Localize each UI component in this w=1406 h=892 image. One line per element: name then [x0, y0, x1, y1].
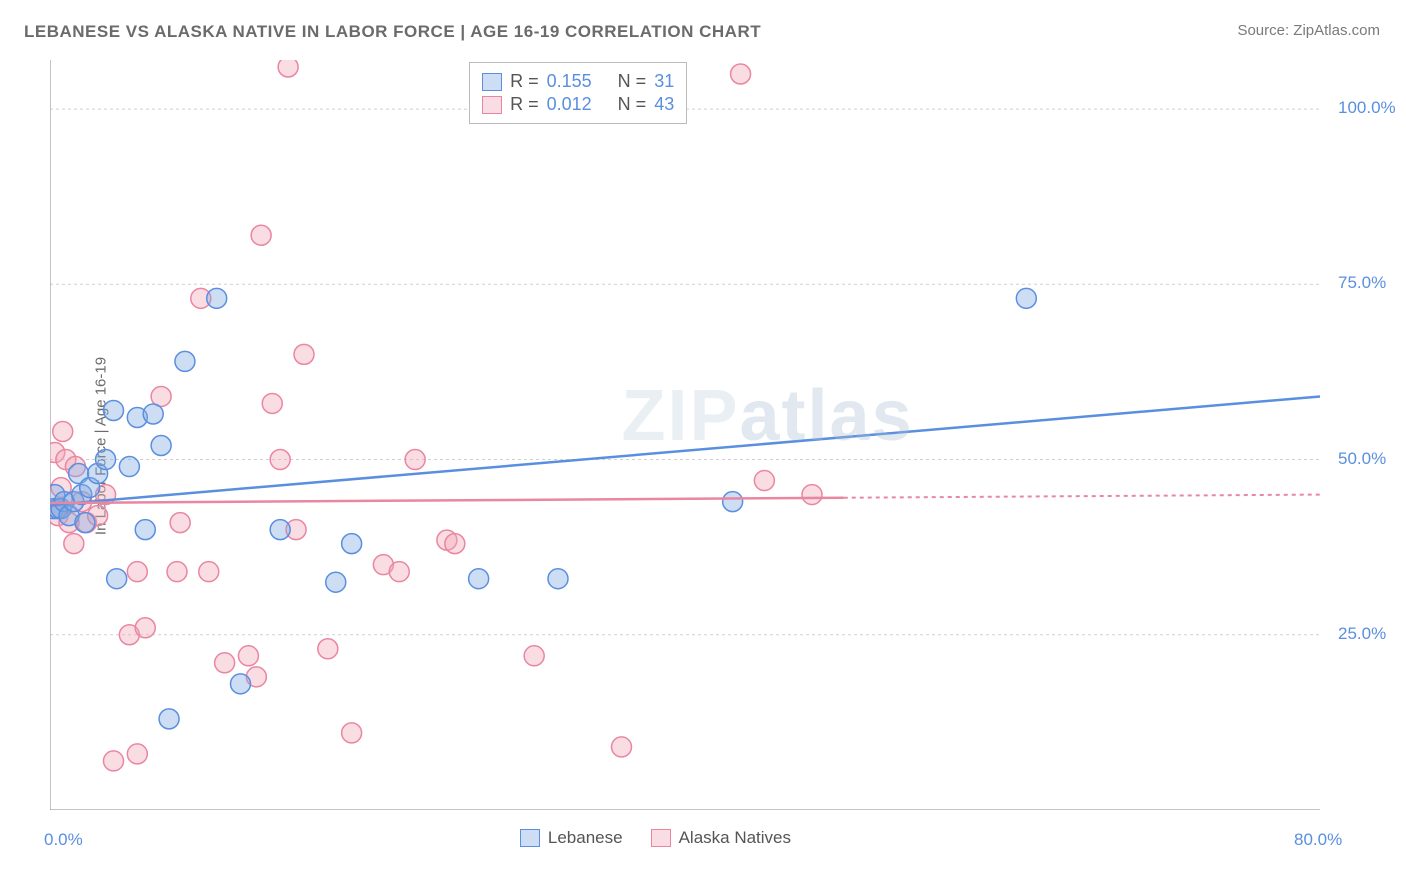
n-value: 31 — [654, 71, 674, 92]
y-tick-label: 75.0% — [1338, 273, 1386, 293]
y-tick-label: 25.0% — [1338, 624, 1386, 644]
series-legend: Lebanese Alaska Natives — [520, 828, 791, 848]
r-label: R = — [510, 71, 539, 92]
legend-label: Lebanese — [548, 828, 623, 848]
stats-row: R = 0.012 N = 43 — [482, 94, 674, 115]
legend-swatch — [482, 73, 502, 91]
y-tick-label: 50.0% — [1338, 449, 1386, 469]
n-label: N = — [618, 71, 647, 92]
n-value: 43 — [654, 94, 674, 115]
n-label: N = — [618, 94, 647, 115]
stats-row: R = 0.155 N = 31 — [482, 71, 674, 92]
chart-container: LEBANESE VS ALASKA NATIVE IN LABOR FORCE… — [0, 0, 1406, 892]
legend-item: Lebanese — [520, 828, 623, 848]
source-label: Source: ZipAtlas.com — [1237, 22, 1380, 39]
legend-item: Alaska Natives — [651, 828, 791, 848]
r-label: R = — [510, 94, 539, 115]
legend-swatch — [482, 96, 502, 114]
chart-title: LEBANESE VS ALASKA NATIVE IN LABOR FORCE… — [24, 22, 761, 42]
x-tick-label: 0.0% — [44, 830, 83, 850]
legend-label: Alaska Natives — [679, 828, 791, 848]
legend-swatch — [520, 829, 540, 847]
r-value: 0.155 — [547, 71, 592, 92]
stats-legend: R = 0.155 N = 31 R = 0.012 N = 43 — [469, 62, 687, 124]
legend-swatch — [651, 829, 671, 847]
scatter-plot — [50, 60, 1320, 810]
x-tick-label: 80.0% — [1294, 830, 1342, 850]
r-value: 0.012 — [547, 94, 592, 115]
y-tick-label: 100.0% — [1338, 98, 1396, 118]
